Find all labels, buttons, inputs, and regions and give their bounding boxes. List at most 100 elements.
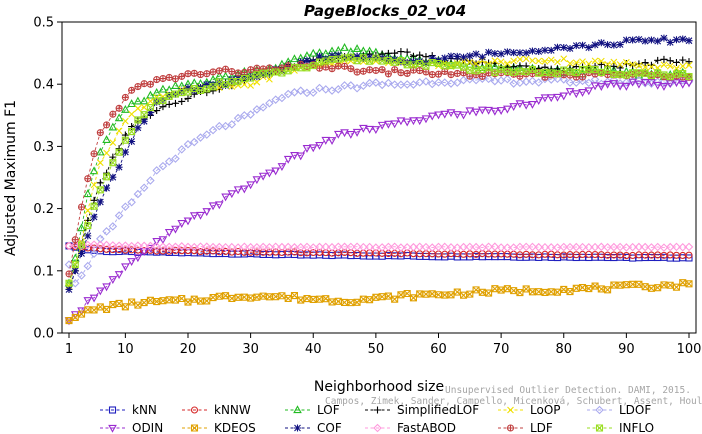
data-point — [265, 69, 273, 77]
data-point — [622, 82, 631, 91]
data-point — [152, 166, 161, 175]
data-point — [109, 301, 117, 309]
data-point — [277, 242, 287, 252]
data-point — [77, 223, 86, 232]
data-point — [509, 243, 518, 252]
data-point — [240, 242, 249, 252]
data-point — [610, 41, 618, 49]
data-point — [528, 100, 537, 109]
data-point — [183, 242, 193, 252]
data-point — [139, 241, 149, 251]
data-point — [541, 46, 549, 54]
data-point — [196, 242, 205, 251]
data-point — [128, 86, 136, 94]
data-point — [440, 78, 450, 87]
data-point — [203, 89, 211, 97]
data-point — [597, 68, 605, 76]
data-point — [635, 62, 643, 69]
data-point — [183, 139, 193, 149]
data-point — [177, 242, 187, 251]
x-axis-label: Neighborhood size — [314, 379, 444, 395]
data-point — [622, 71, 630, 79]
data-point — [284, 67, 292, 75]
data-point — [491, 57, 499, 65]
data-point — [685, 37, 693, 45]
data-point — [95, 287, 105, 296]
data-point — [271, 242, 280, 252]
data-point — [604, 60, 611, 68]
data-point — [352, 83, 362, 93]
data-point — [535, 48, 543, 56]
data-point — [485, 289, 493, 297]
data-point — [309, 62, 317, 70]
data-point — [422, 68, 430, 76]
data-point — [96, 179, 104, 187]
data-point — [353, 52, 361, 60]
data-point — [302, 242, 312, 252]
data-point — [341, 62, 349, 70]
data-point — [134, 83, 142, 91]
data-point — [641, 283, 649, 291]
data-point — [128, 128, 136, 136]
data-point — [666, 38, 674, 46]
data-point — [622, 58, 630, 66]
data-point — [421, 115, 431, 124]
data-point — [290, 291, 299, 300]
legend-item-kNN: kNN — [100, 403, 157, 417]
data-point — [660, 61, 668, 69]
data-point — [215, 67, 223, 75]
data-point — [278, 292, 286, 300]
data-point — [240, 185, 249, 194]
data-point — [641, 59, 649, 67]
data-point — [434, 242, 443, 252]
data-point — [510, 68, 518, 76]
legend-marker — [506, 424, 515, 432]
data-point — [352, 128, 362, 137]
data-point — [422, 53, 430, 61]
data-point — [228, 76, 236, 84]
data-point — [427, 112, 437, 121]
data-point — [510, 57, 518, 65]
data-point — [509, 103, 518, 112]
data-point — [503, 105, 512, 114]
data-point — [128, 138, 136, 146]
data-point — [340, 129, 349, 138]
data-point — [334, 297, 342, 305]
data-point — [115, 148, 123, 156]
x-axis: 1 10 20 30 40 50 60 70 80 90 100 — [65, 333, 701, 357]
data-point — [222, 80, 230, 88]
data-point — [596, 83, 606, 92]
data-point — [565, 88, 575, 97]
data-point — [609, 80, 619, 89]
data-point — [622, 36, 630, 44]
data-point — [333, 130, 343, 139]
data-point — [635, 35, 643, 43]
legend-marker — [190, 424, 199, 432]
data-point — [629, 61, 637, 68]
data-point — [183, 217, 193, 226]
data-point — [140, 80, 148, 88]
data-point — [503, 60, 511, 67]
data-point — [516, 55, 524, 63]
data-point — [397, 48, 405, 56]
data-point — [553, 74, 562, 84]
data-point — [258, 172, 268, 181]
legend-item-LoOP: LoOP — [498, 403, 561, 417]
data-point — [653, 242, 662, 252]
data-point — [77, 241, 86, 249]
data-point — [365, 242, 374, 252]
legend-label: KDEOS — [214, 421, 256, 434]
data-point — [672, 242, 681, 252]
data-point — [572, 59, 580, 66]
data-point — [308, 88, 318, 97]
data-point — [666, 281, 674, 289]
data-point — [258, 103, 268, 112]
data-point — [584, 242, 594, 252]
data-point — [153, 298, 161, 306]
data-point — [121, 104, 130, 113]
data-point — [597, 39, 605, 47]
data-point — [159, 96, 167, 105]
data-point — [158, 84, 168, 93]
data-point — [78, 249, 86, 257]
